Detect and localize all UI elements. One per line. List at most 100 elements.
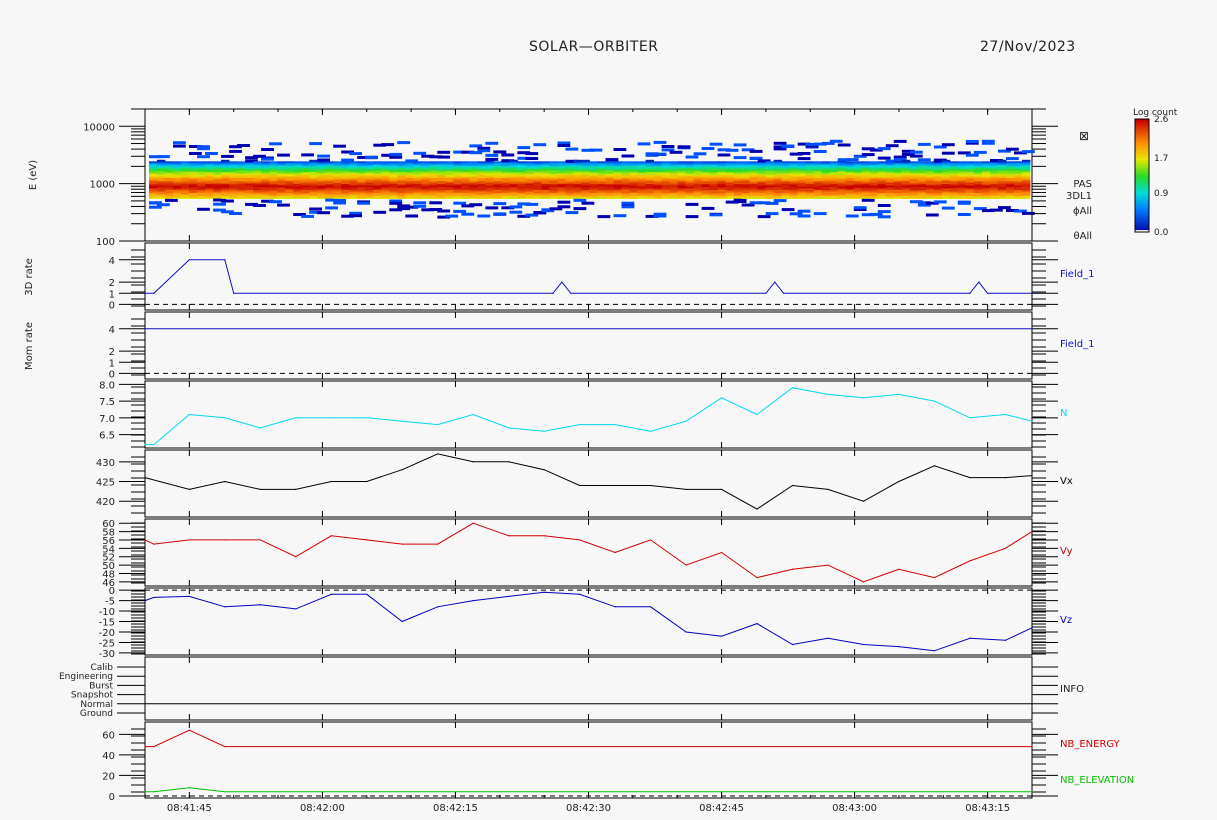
colorbar-segment	[1135, 228, 1149, 231]
vy-line-point	[153, 543, 155, 545]
colorbar-segment	[1135, 220, 1149, 224]
colorbar-segment	[1135, 224, 1149, 227]
colorbar-title: Log count	[1133, 108, 1178, 118]
vy-line-point	[543, 535, 545, 537]
info-row-label: Snapshot	[71, 691, 114, 701]
n-line-point	[827, 393, 829, 395]
time-tick-label: 08:42:45	[699, 803, 744, 814]
vx-line-point	[791, 484, 794, 487]
rate3d-line-point	[552, 292, 554, 294]
n-line-point	[543, 430, 545, 432]
vy-line-point	[1031, 530, 1033, 533]
vz-ytick-label: -25	[99, 638, 115, 649]
colorbar-segment	[1135, 147, 1149, 150]
nb-energy-line-point	[153, 746, 155, 748]
colorbar-segment	[1135, 143, 1149, 146]
n-line-point	[579, 423, 581, 426]
nb-ytick-label: 60	[102, 730, 115, 741]
plot-date: 27/Nov/2023	[980, 39, 1076, 55]
rate3d-ytick-label: 0	[109, 300, 115, 311]
spectrogram-right-label: θAll	[1073, 231, 1092, 242]
n-line-point	[1004, 413, 1006, 416]
colorbar-segment	[1135, 126, 1149, 129]
vz-ytick-label: -10	[99, 607, 115, 618]
nb-elevation-line-point	[1031, 791, 1033, 793]
rate3d-line-point	[783, 292, 785, 294]
rate3d-line-point	[987, 292, 989, 294]
vz-line-point	[188, 595, 190, 597]
rate3d-line-point	[570, 292, 572, 294]
vz-line-point	[862, 643, 865, 646]
colorbar-segment	[1135, 128, 1149, 131]
colorbar-segment	[1135, 173, 1149, 176]
colorbar-segment	[1135, 196, 1149, 199]
vy-line-point	[224, 539, 226, 541]
vx-line-point	[366, 480, 368, 483]
colorbar-segment	[1135, 201, 1149, 205]
vy-ytick-label: 60	[102, 519, 115, 530]
n-ytick-label: 7.5	[99, 397, 115, 408]
vy-line-point	[366, 539, 368, 541]
colorbar-segment	[1135, 120, 1149, 124]
n-line-point	[791, 387, 794, 389]
panel-frame-nb	[144, 721, 1033, 799]
n-line-point	[153, 444, 155, 446]
n-line-point	[685, 420, 687, 422]
vz-line-point	[933, 650, 936, 652]
spectrogram-right-label: PAS	[1073, 179, 1092, 190]
n-ytick-label: 6.5	[99, 431, 115, 442]
vy-line-point	[188, 539, 190, 541]
vx-ytick-label: 430	[96, 458, 115, 469]
panel-frame-vz	[144, 587, 1033, 656]
colorbar-segment	[1135, 184, 1149, 188]
n-line-point	[330, 417, 332, 419]
colorbar-segment	[1135, 130, 1149, 133]
colorbar-tick-label: 0.0	[1154, 228, 1169, 238]
vy-line-point	[330, 535, 332, 537]
n-line-point	[144, 444, 146, 446]
colorbar-segment	[1135, 156, 1149, 160]
colorbar-segment	[1135, 211, 1149, 214]
vx-line-point	[144, 476, 146, 479]
vx-line-point	[756, 508, 758, 510]
vy-line-point	[933, 577, 936, 579]
colorbar-tick-label: 2.6	[1154, 115, 1169, 125]
vz-line-point	[366, 593, 368, 595]
vy-right-label: Vy	[1060, 546, 1073, 557]
vx-line-point	[685, 488, 687, 491]
info-row-label: Ground	[80, 709, 113, 719]
colorbar-segment	[1135, 188, 1149, 192]
momrate-ytick-label: 1	[109, 358, 115, 369]
vx-line-point	[437, 453, 439, 455]
vz-line-point	[685, 631, 687, 633]
vx-line-point	[224, 480, 226, 483]
spectrogram-ylabel: E (eV)	[28, 160, 39, 190]
n-line-point	[898, 393, 900, 395]
momrate-ylabel: Mom rate	[24, 322, 35, 370]
spectrogram-ytick-label: 10000	[83, 122, 115, 133]
panel-frame-info	[144, 656, 1033, 721]
n-line-point	[472, 413, 474, 416]
n-line-point	[366, 417, 368, 419]
n-line-point	[259, 427, 261, 429]
colorbar-segment	[1135, 203, 1149, 207]
momrate-ytick-label: 0	[109, 369, 115, 380]
nb-energy-line-point	[188, 729, 190, 731]
colorbar-segment	[1135, 216, 1149, 220]
vy-ytick-label: 50	[102, 561, 115, 572]
info-row-label: Calib	[90, 663, 113, 673]
nb-elevation-line-point	[153, 791, 155, 793]
vz-line-point	[437, 606, 439, 608]
vx-line-point	[862, 500, 865, 502]
time-tick-label: 08:42:15	[433, 803, 478, 814]
vz-right-label: Vz	[1060, 615, 1072, 626]
vy-line-point	[756, 577, 758, 579]
vz-line-point	[827, 637, 829, 639]
vx-line-point	[508, 461, 510, 463]
vz-line-point	[791, 643, 794, 646]
vx-line-point	[649, 484, 652, 487]
colorbar-segment	[1135, 192, 1149, 195]
n-line-point	[1031, 420, 1033, 422]
colorbar-segment	[1135, 162, 1149, 165]
vz-line-point	[259, 604, 261, 606]
